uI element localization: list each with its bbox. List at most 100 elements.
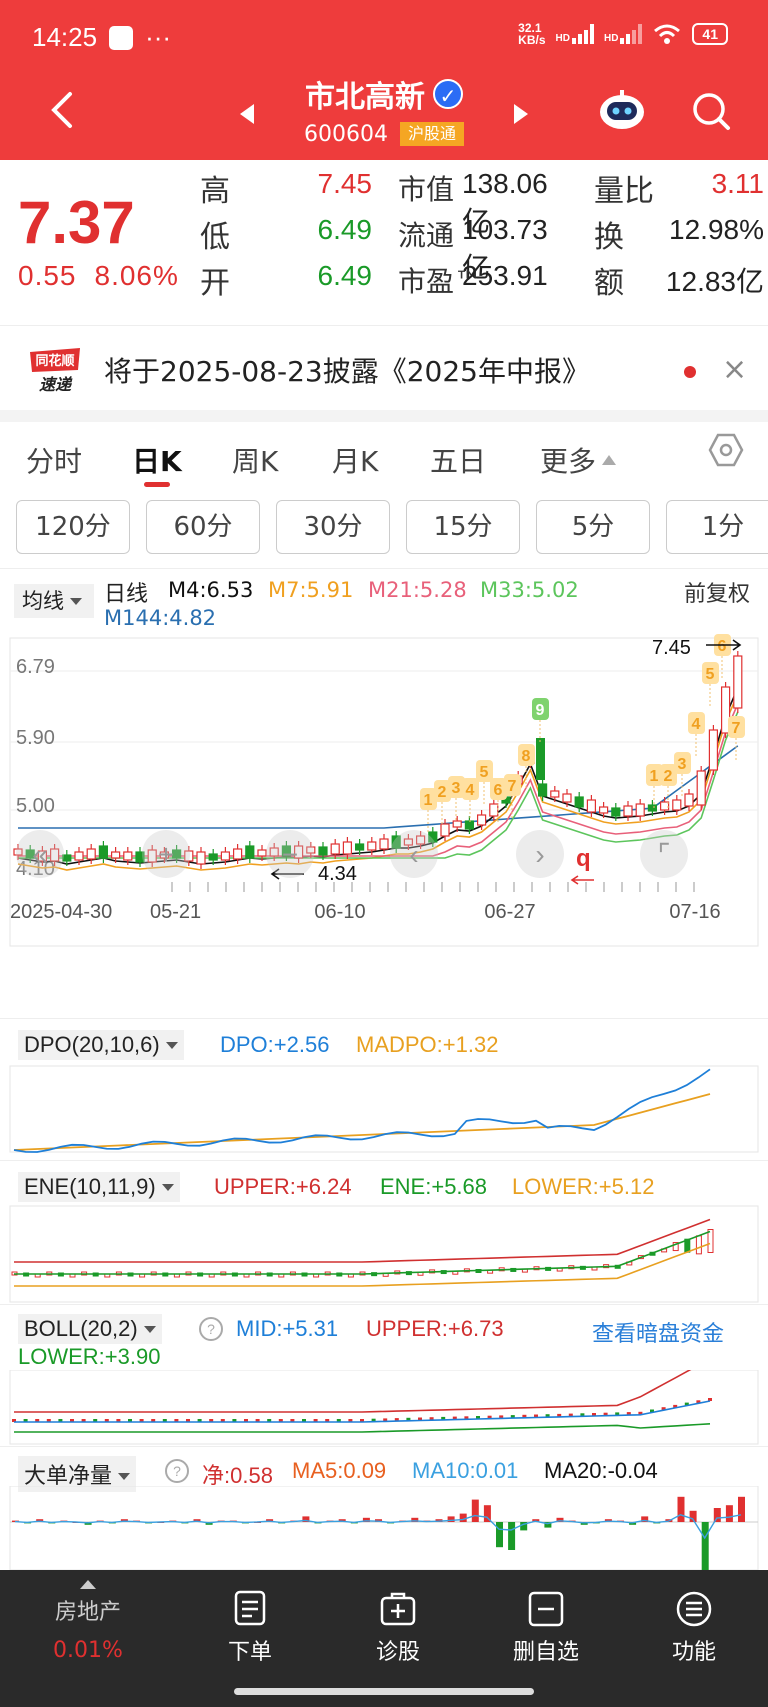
nine-turn-label: 6 <box>494 782 503 799</box>
hd-2-label: HD <box>603 33 619 44</box>
zoom-in-icon-bg[interactable] <box>142 830 190 878</box>
nine-turn-badge <box>448 776 465 798</box>
candle-body <box>184 850 194 862</box>
caret-down-icon <box>70 598 82 605</box>
period-120min[interactable]: 120分 <box>16 500 130 554</box>
boll-candle <box>116 1419 121 1422</box>
scroll-left-icon-bg[interactable] <box>390 830 438 878</box>
mcap-value: 138.06亿 <box>462 168 548 237</box>
candle-body <box>733 655 743 709</box>
notice-banner[interactable]: 同花顺 速递 将于2025-08-23披露《2025年中报》 × <box>0 325 768 410</box>
help-icon[interactable]: ? <box>198 1316 224 1342</box>
ene-selector[interactable]: ENE(10,11,9) <box>18 1172 180 1202</box>
nine-turn-label: 4 <box>466 782 475 799</box>
open-label: 开 <box>200 266 230 301</box>
boll-selector[interactable]: BOLL(20,2) <box>18 1314 162 1344</box>
boll-candle <box>499 1415 504 1419</box>
functions-label: 功能 <box>671 1640 716 1665</box>
next-stock-arrow-icon[interactable] <box>514 104 528 124</box>
ma-selector-label: 均线 <box>22 589 64 613</box>
hgt-tag[interactable]: 沪股通 <box>399 122 464 146</box>
tab-monthly-k[interactable]: 月K <box>332 445 379 478</box>
period-1min[interactable]: 1分 <box>666 500 768 554</box>
diagnose-button[interactable]: 诊股 <box>338 1590 458 1666</box>
scroll-right-icon-bg[interactable] <box>516 830 564 878</box>
fullscreen-icon[interactable]: ⌜ <box>657 839 670 870</box>
candle-body <box>159 851 169 859</box>
ene-chart[interactable] <box>0 1204 768 1304</box>
robot-assistant-icon[interactable] <box>598 88 646 132</box>
nine-turn-label: 2 <box>664 768 673 785</box>
back-arrow-icon[interactable] <box>48 90 78 130</box>
zoom-out-icon-bg[interactable] <box>266 830 314 878</box>
remove-watchlist-button[interactable]: 删自选 <box>486 1590 606 1666</box>
notice-close-button[interactable]: × <box>722 352 748 387</box>
zoom-out-icon[interactable]: − <box>282 839 298 870</box>
order-button[interactable]: 下单 <box>190 1590 310 1666</box>
collapse-left-icon[interactable]: « <box>32 839 48 870</box>
tab-weekly-k[interactable]: 周K <box>232 445 279 478</box>
tab-more[interactable]: 更多 <box>540 440 617 480</box>
signal-1-icon: HD <box>556 24 594 44</box>
ma21-line <box>18 703 739 857</box>
candle-body <box>611 807 621 817</box>
mcap-label: 市值 <box>398 173 455 206</box>
divider <box>0 1304 768 1305</box>
period-5min[interactable]: 5分 <box>536 500 650 554</box>
functions-button[interactable]: 功能 <box>634 1590 754 1666</box>
candle-body <box>245 845 255 859</box>
svg-text:?: ? <box>207 1321 215 1337</box>
bottom-toolbar: 房地产 0.01% 下单 诊股 删自选 功能 <box>0 1570 768 1707</box>
big-order-bar <box>713 1508 721 1522</box>
nine-turn-label: 8 <box>522 748 531 765</box>
ma-selector[interactable]: 均线 <box>14 584 94 618</box>
dpo-selector[interactable]: DPO(20,10,6) <box>18 1030 184 1060</box>
fullscreen-icon-bg[interactable] <box>640 830 688 878</box>
net-speed-value: 32.1 <box>518 21 542 35</box>
dpo-selector-label: DPO(20,10,6) <box>24 1032 160 1057</box>
nine-turn-label: 1 <box>650 768 659 785</box>
boll-frame <box>9 1370 759 1445</box>
dark-pool-link[interactable]: 查看暗盘资金 <box>592 1321 725 1346</box>
chart-settings-icon[interactable] <box>708 432 744 468</box>
boll-mid-value: MID:+5.31 <box>236 1316 339 1341</box>
kline-chart[interactable]: 7.696.795.905.004.102025-04-3005-2106-10… <box>0 630 768 1010</box>
home-indicator[interactable] <box>234 1688 534 1695</box>
big-order-chart[interactable] <box>0 1486 768 1570</box>
nine-turn-label: 7 <box>508 778 517 795</box>
tab-daily-k[interactable]: 日K <box>132 445 182 478</box>
scroll-left-icon[interactable]: ‹ <box>409 839 418 870</box>
menu-circle-icon <box>676 1591 712 1627</box>
nine-turn-badge <box>532 698 549 720</box>
big-order-ma10: MA10:0.01 <box>412 1458 519 1483</box>
scroll-right-icon[interactable]: › <box>535 839 544 870</box>
help-icon[interactable]: ? <box>164 1458 190 1484</box>
prev-stock-arrow-icon[interactable] <box>240 104 254 124</box>
adjust-mode[interactable]: 前复权 <box>684 582 751 607</box>
boll-candle <box>70 1419 74 1422</box>
period-60min[interactable]: 60分 <box>146 500 260 554</box>
tab-intraday[interactable]: 分时 <box>26 445 83 478</box>
notice-text[interactable]: 将于2025-08-23披露《2025年中报》 <box>104 355 590 388</box>
candle-body <box>489 803 499 817</box>
boll-chart[interactable] <box>0 1370 768 1446</box>
boll-candle <box>603 1412 608 1416</box>
period-15min[interactable]: 15分 <box>406 500 520 554</box>
nine-turn-badge <box>434 780 451 802</box>
dpo-chart[interactable] <box>0 1064 768 1154</box>
boll-candle <box>35 1419 40 1422</box>
boll-candle <box>638 1411 643 1415</box>
search-icon[interactable] <box>690 90 732 132</box>
boll-candle <box>139 1419 144 1422</box>
big-order-bar <box>738 1496 745 1522</box>
sector-button[interactable]: 房地产 0.01% <box>28 1578 148 1663</box>
kline-candles <box>13 651 743 869</box>
tab-five-day[interactable]: 五日 <box>430 445 487 478</box>
candle-body <box>330 843 340 855</box>
period-30min[interactable]: 30分 <box>276 500 390 554</box>
zoom-in-icon[interactable]: + <box>158 839 174 870</box>
caret-down-icon <box>143 1326 156 1333</box>
candle-body <box>233 848 243 860</box>
collapse-left-icon-bg[interactable] <box>16 830 64 878</box>
boll-candle <box>650 1409 654 1413</box>
